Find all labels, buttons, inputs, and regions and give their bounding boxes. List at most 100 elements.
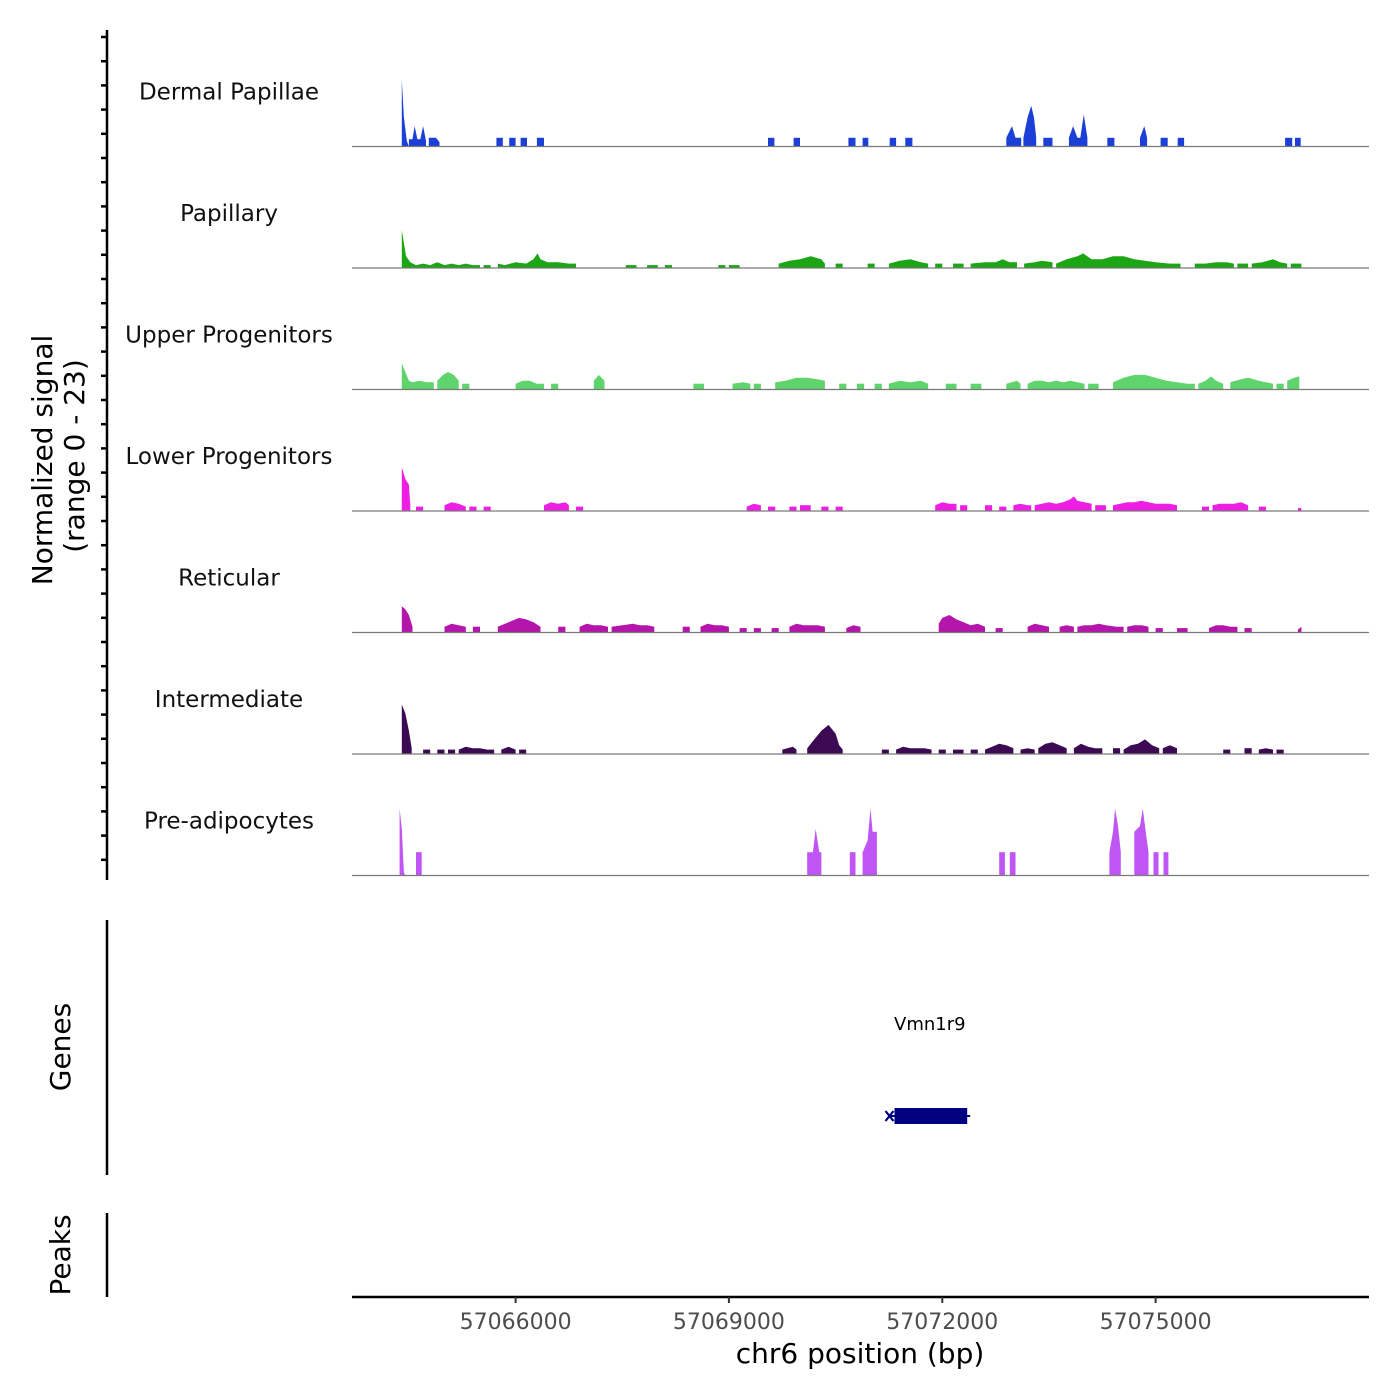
signal-area bbox=[849, 852, 856, 876]
signal-area bbox=[519, 749, 527, 754]
signal-area bbox=[1295, 137, 1301, 147]
signal-area bbox=[1209, 625, 1238, 633]
x-tick-label: 57072000 bbox=[886, 1310, 998, 1335]
signal-area bbox=[867, 263, 875, 268]
signal-area bbox=[401, 467, 411, 511]
signal-area bbox=[1027, 380, 1085, 390]
signal-area bbox=[458, 746, 495, 754]
signal-area bbox=[1297, 626, 1302, 633]
signal-area bbox=[536, 137, 544, 147]
signal-area bbox=[444, 623, 466, 633]
signal-area bbox=[401, 230, 480, 268]
signal-area bbox=[1095, 505, 1106, 511]
signal-area bbox=[938, 615, 985, 633]
gene-exon bbox=[894, 1108, 968, 1124]
signal-area bbox=[775, 377, 825, 390]
signal-area bbox=[625, 265, 637, 268]
signal-area bbox=[807, 828, 822, 876]
signal-area bbox=[1013, 503, 1032, 511]
gene-track: Vmn1r9 bbox=[884, 1014, 971, 1124]
signal-area bbox=[520, 137, 527, 147]
coverage-y-ticks bbox=[101, 35, 107, 862]
track-pre-adipocytes: Pre-adipocytes bbox=[144, 808, 1369, 877]
signal-area bbox=[401, 79, 409, 147]
signal-area bbox=[718, 265, 726, 268]
signal-area bbox=[1043, 137, 1053, 147]
signal-area bbox=[789, 623, 825, 633]
signal-area bbox=[1024, 260, 1053, 268]
signal-area bbox=[579, 623, 608, 633]
signal-area bbox=[682, 626, 690, 633]
signal-area bbox=[839, 383, 847, 390]
signal-area bbox=[778, 256, 825, 268]
signal-area bbox=[437, 372, 459, 390]
signal-area bbox=[1123, 739, 1160, 754]
signal-area bbox=[771, 628, 779, 633]
signal-area bbox=[1212, 502, 1249, 511]
x-tick-label: 57069000 bbox=[673, 1310, 785, 1335]
signal-area bbox=[448, 749, 456, 754]
signal-area bbox=[970, 749, 978, 754]
signal-area bbox=[576, 506, 584, 511]
signal-area bbox=[469, 506, 477, 511]
signal-area bbox=[821, 506, 829, 511]
y-axis-title-line2: (range 0 - 23) bbox=[58, 359, 91, 553]
signal-area bbox=[1153, 852, 1159, 876]
signal-area bbox=[496, 137, 503, 147]
signal-area bbox=[753, 383, 761, 390]
signal-area bbox=[1155, 628, 1163, 633]
signal-area bbox=[960, 505, 968, 511]
signal-area bbox=[999, 852, 1005, 876]
signal-area bbox=[408, 126, 426, 147]
signal-area bbox=[1223, 749, 1231, 754]
y-axis-title-line1: Normalized signal bbox=[26, 335, 59, 586]
signal-area bbox=[462, 383, 470, 390]
x-axis-ticks: 57066000 57069000 57072000 57075000 bbox=[460, 1297, 1212, 1335]
signal-area bbox=[497, 617, 541, 633]
signal-area bbox=[862, 137, 869, 147]
signal-area bbox=[768, 137, 775, 147]
signal-area bbox=[945, 383, 957, 390]
signal-area bbox=[985, 505, 993, 511]
signal-area bbox=[416, 506, 424, 511]
track-label: Dermal Papillae bbox=[139, 80, 319, 106]
signal-area bbox=[1073, 743, 1103, 754]
signal-area bbox=[472, 626, 480, 633]
signal-area bbox=[995, 628, 1003, 633]
signal-area bbox=[544, 502, 569, 511]
signal-area bbox=[1285, 137, 1293, 147]
signal-area bbox=[970, 259, 1017, 268]
x-tick-label: 57075000 bbox=[1100, 1310, 1212, 1335]
signal-area bbox=[558, 626, 566, 633]
signal-area bbox=[1297, 508, 1302, 511]
track-papillary: Papillary bbox=[180, 201, 1369, 269]
signal-area bbox=[953, 749, 964, 754]
x-tick-label: 57066000 bbox=[460, 1310, 572, 1335]
signal-area bbox=[970, 383, 982, 390]
signal-area bbox=[985, 743, 1014, 754]
signal-area bbox=[905, 137, 913, 147]
signal-area bbox=[782, 746, 797, 754]
signal-area bbox=[1006, 380, 1021, 390]
signal-area bbox=[1127, 625, 1149, 633]
signal-area bbox=[515, 380, 544, 390]
signal-area bbox=[401, 704, 412, 754]
signal-area bbox=[509, 137, 516, 147]
signal-area bbox=[732, 382, 751, 390]
signal-area bbox=[501, 746, 516, 754]
signal-area bbox=[1162, 745, 1177, 754]
signal-area bbox=[800, 505, 811, 511]
signal-area bbox=[856, 383, 865, 390]
signal-area bbox=[1244, 748, 1252, 754]
signal-area bbox=[399, 808, 406, 876]
signal-area bbox=[896, 746, 932, 754]
signal-area bbox=[1113, 500, 1177, 511]
signal-area bbox=[1160, 137, 1168, 147]
signal-area bbox=[889, 137, 897, 147]
strand-arrow-icon bbox=[884, 1110, 895, 1122]
signal-area bbox=[1201, 506, 1209, 511]
signal-area bbox=[862, 808, 877, 876]
signal-area bbox=[1290, 263, 1302, 268]
signal-area bbox=[1276, 749, 1284, 754]
